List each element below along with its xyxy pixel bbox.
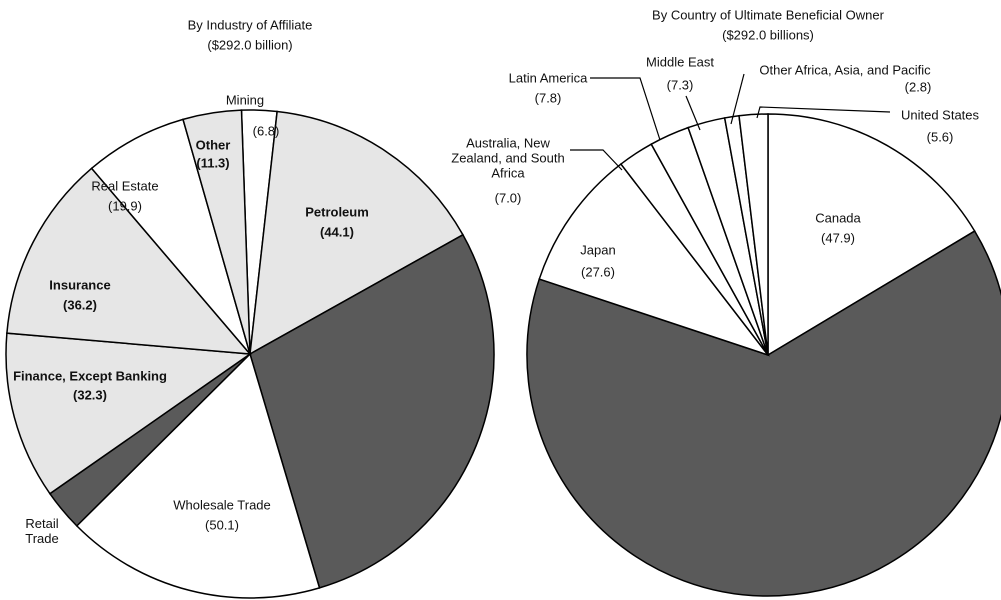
slice-value: (7.0)	[494, 190, 522, 206]
slice-value: (32.3)	[73, 387, 107, 403]
leader-line	[570, 149, 623, 171]
slice-label: Petroleum	[305, 204, 369, 220]
slice-value: (50.1)	[205, 517, 239, 533]
leader-line	[730, 73, 745, 125]
slice-value: (44.1)	[320, 224, 354, 240]
slice-label: Wholesale Trade	[173, 497, 271, 513]
chart-title: By Industry of Affiliate	[187, 17, 313, 33]
pie-slice	[90, 118, 251, 355]
slice-value: (27.6)	[581, 264, 615, 280]
pie-slice	[526, 230, 1001, 597]
slice-label: United States	[900, 107, 980, 123]
pie-slice	[6, 167, 252, 355]
leader-line	[756, 106, 891, 119]
pie-slice	[75, 352, 321, 599]
leader-line	[685, 95, 701, 131]
slice-label: Japan	[580, 242, 616, 258]
pie-slice	[5, 332, 253, 495]
slice-label: Retail Trade	[25, 516, 59, 546]
pie-slice	[182, 109, 251, 355]
slice-value: (7.8)	[534, 90, 562, 106]
pie-slice	[767, 113, 976, 357]
leader-line	[590, 77, 661, 141]
chart-subtitle: ($292.0 billion)	[207, 37, 293, 53]
slice-label: Mining	[225, 92, 265, 108]
slice-value: (7.3)	[666, 77, 694, 93]
pie-slice	[738, 113, 769, 356]
slice-label: Other Africa, Asia, and Pacific	[759, 62, 931, 78]
slice-value: (2.8)	[904, 79, 932, 95]
slice-value: (47.9)	[821, 230, 855, 246]
slice-label: Canada	[815, 210, 861, 226]
slice-value: (6.8)	[252, 123, 280, 139]
slice-label: Latin America	[508, 70, 588, 86]
chart-subtitle: ($292.0 billions)	[722, 27, 814, 43]
slice-label: Australia, New Zealand, and South Africa	[451, 135, 565, 181]
pie-slice	[538, 163, 771, 357]
slice-value: (36.2)	[63, 297, 97, 313]
slice-value: (5.6)	[926, 129, 954, 145]
slice-label: Real Estate	[91, 178, 159, 194]
slice-label: Other	[195, 137, 231, 153]
slice-label: Middle East	[646, 54, 714, 70]
slice-value: (19.9)	[108, 198, 142, 214]
pie-slice	[249, 233, 495, 589]
slice-value: (11.3)	[196, 155, 230, 171]
pie-slice	[249, 110, 464, 356]
slice-label: Finance, Except Banking	[13, 368, 167, 384]
chart-title: By Country of Ultimate Beneficial Owner	[652, 7, 884, 23]
slice-label: Insurance	[49, 277, 111, 293]
